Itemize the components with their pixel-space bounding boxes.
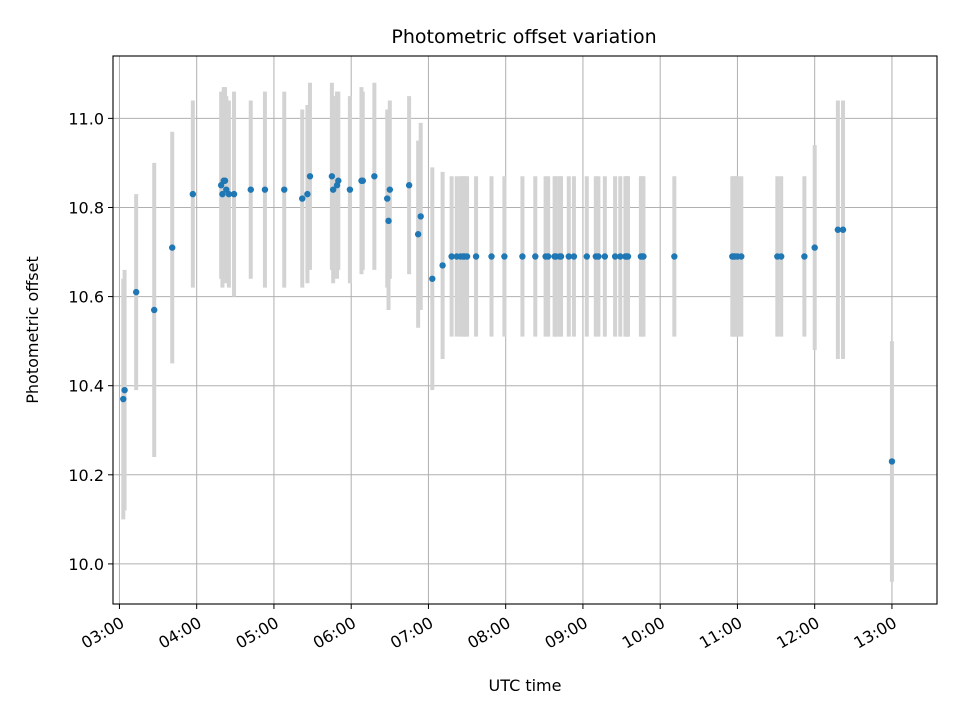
x-axis: 03:00 04:00 05:00 06:00 07:00 08:00 09:00 10:00… <box>78 604 900 653</box>
error-bars <box>121 82 894 582</box>
data-point <box>304 190 311 198</box>
y-axis: 10.0 10.2 10.4 10.6 10.8 11.0 <box>68 109 113 574</box>
data-point <box>225 190 233 198</box>
data-point <box>557 253 565 260</box>
data-point <box>429 275 436 282</box>
y-tick-label: 10.8 <box>68 198 104 217</box>
data-point <box>532 253 539 260</box>
data-point <box>132 288 140 296</box>
x-tick-label: 09:00 <box>542 613 591 653</box>
data-point <box>834 226 842 233</box>
data-point <box>346 186 354 193</box>
data-point <box>385 217 392 225</box>
data-point <box>811 244 818 251</box>
data-point <box>386 186 394 193</box>
x-axis-label: UTC time <box>489 676 562 695</box>
x-tick-label: 07:00 <box>387 613 436 653</box>
x-tick-label: 13:00 <box>851 613 900 653</box>
x-tick-label: 03:00 <box>78 613 127 653</box>
data-point <box>624 253 632 260</box>
data-point <box>281 186 288 193</box>
data-point <box>595 253 602 260</box>
data-point <box>219 190 226 198</box>
data-point <box>417 213 424 220</box>
data-point <box>329 186 337 193</box>
data-point <box>230 190 238 198</box>
y-axis-label: Photometric offset <box>23 256 42 404</box>
x-tick-label: 06:00 <box>310 613 359 653</box>
x-tick-label: 11:00 <box>696 613 745 653</box>
y-tick-label: 10.2 <box>68 466 104 485</box>
data-point <box>120 395 127 403</box>
data-point <box>189 190 197 198</box>
x-tick-label: 10:00 <box>619 613 668 653</box>
data-point <box>384 195 391 202</box>
y-tick-label: 11.0 <box>68 109 104 128</box>
data-point <box>801 253 808 260</box>
x-tick-label: 05:00 <box>233 613 282 653</box>
data-point <box>671 253 678 260</box>
data-point <box>328 173 336 180</box>
data-point <box>448 253 455 260</box>
data-points <box>120 173 896 465</box>
data-point <box>544 253 552 260</box>
data-point <box>519 253 526 260</box>
data-point <box>617 253 624 260</box>
data-point <box>151 306 158 314</box>
data-point <box>738 253 745 260</box>
y-tick-label: 10.6 <box>68 288 104 307</box>
data-point <box>501 253 508 260</box>
data-point <box>247 186 254 193</box>
x-tick-label: 12:00 <box>773 613 822 653</box>
data-point <box>439 262 446 269</box>
x-tick-label: 08:00 <box>464 613 513 653</box>
y-tick-label: 10.0 <box>68 555 104 574</box>
data-point <box>405 182 413 189</box>
data-point <box>888 458 896 465</box>
data-point <box>371 173 378 180</box>
data-point <box>306 173 314 180</box>
data-point <box>472 253 480 260</box>
data-point <box>583 253 590 260</box>
plot-frame <box>112 55 938 605</box>
data-point <box>169 244 176 251</box>
data-point <box>221 177 229 184</box>
data-point <box>121 386 128 394</box>
x-tick-label: 04:00 <box>155 613 204 653</box>
data-point <box>335 177 342 184</box>
data-point <box>488 253 495 260</box>
data-point <box>570 253 578 260</box>
data-point <box>640 253 647 260</box>
data-point <box>414 231 422 238</box>
data-point <box>839 226 847 233</box>
data-point <box>611 253 619 260</box>
data-point <box>778 253 785 260</box>
chart-title: Photometric offset variation <box>391 26 656 48</box>
data-point <box>261 186 269 193</box>
y-tick-label: 10.4 <box>68 377 104 396</box>
data-point <box>299 195 306 202</box>
data-point <box>565 253 572 260</box>
data-point <box>463 253 471 260</box>
data-point <box>359 177 366 184</box>
data-point <box>601 253 609 260</box>
